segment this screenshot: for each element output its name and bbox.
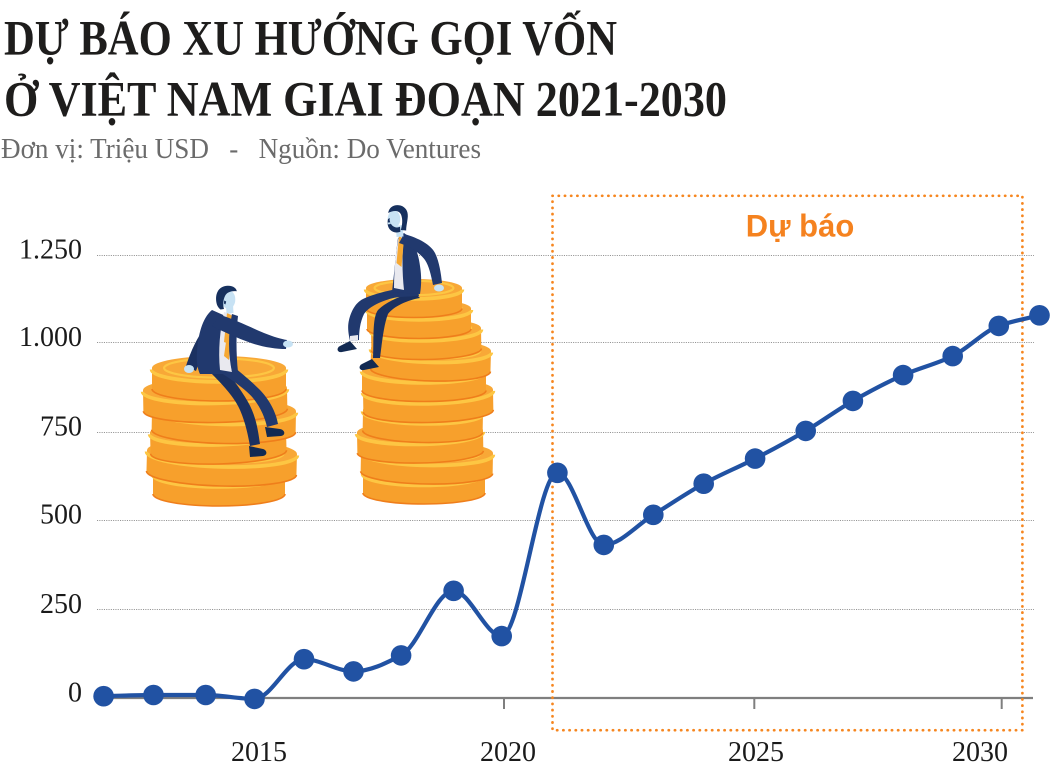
svg-text:2020: 2020 xyxy=(480,737,536,768)
svg-text:750: 750 xyxy=(40,412,82,443)
svg-text:DỰ BÁO XU HƯỚNG GỌI VỐN: DỰ BÁO XU HƯỚNG GỌI VỐN xyxy=(4,8,617,65)
svg-text:0: 0 xyxy=(68,678,82,709)
svg-text:2015: 2015 xyxy=(231,737,287,768)
svg-text:2030: 2030 xyxy=(952,737,1008,768)
svg-text:250: 250 xyxy=(40,589,82,620)
svg-text:Dự báo: Dự báo xyxy=(746,207,855,243)
svg-text:Đơn vị: Triệu USD - Nguồn:: Đơn vị: Triệu USD - Nguồn: Do Ventures xyxy=(1,134,481,165)
svg-text:2025: 2025 xyxy=(728,737,784,768)
svg-text:1.000: 1.000 xyxy=(19,322,82,353)
svg-text:1.250: 1.250 xyxy=(19,235,82,266)
svg-text:500: 500 xyxy=(40,500,82,531)
svg-text:Ở VIỆT NAM GIAI ĐOẠN 2021-2030: Ở VIỆT NAM GIAI ĐOẠN 2021-2030 xyxy=(4,70,727,126)
